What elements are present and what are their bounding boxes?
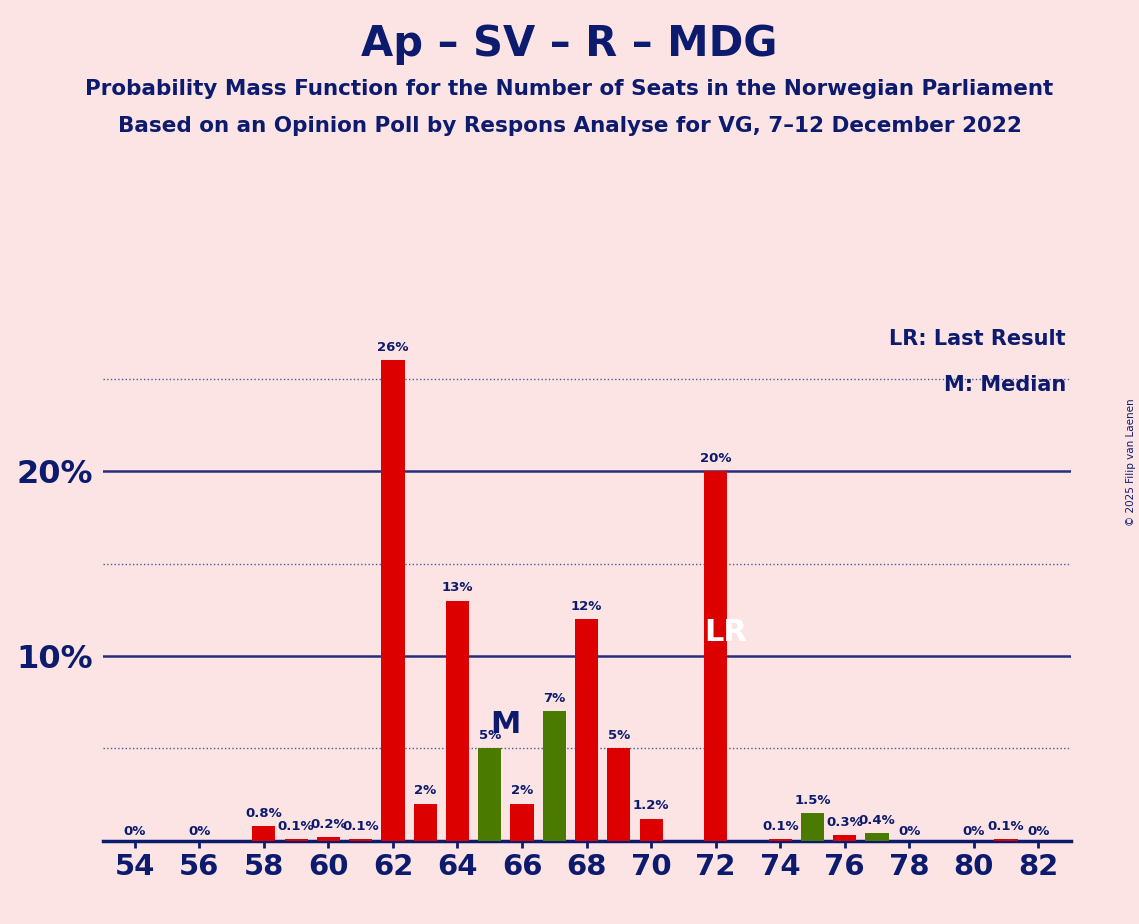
Text: 2%: 2% (415, 784, 436, 797)
Bar (704, 471, 728, 841)
Bar (252, 826, 276, 841)
Bar (382, 360, 404, 841)
Text: Probability Mass Function for the Number of Seats in the Norwegian Parliament: Probability Mass Function for the Number… (85, 79, 1054, 99)
Text: 7%: 7% (543, 692, 565, 705)
Text: Based on an Opinion Poll by Respons Analyse for VG, 7–12 December 2022: Based on an Opinion Poll by Respons Anal… (117, 116, 1022, 137)
Text: 0%: 0% (899, 825, 920, 838)
Bar (413, 804, 437, 841)
Text: 13%: 13% (442, 581, 473, 594)
Bar (801, 813, 825, 841)
Text: 0%: 0% (1027, 825, 1049, 838)
Text: 12%: 12% (571, 600, 603, 613)
Text: 1.2%: 1.2% (633, 799, 670, 812)
Text: 0.8%: 0.8% (246, 807, 282, 820)
Text: M: Median: M: Median (943, 375, 1066, 395)
Bar (285, 839, 308, 841)
Bar (317, 837, 341, 841)
Text: 1.5%: 1.5% (794, 794, 830, 807)
Text: 0%: 0% (962, 825, 985, 838)
Text: 5%: 5% (608, 729, 630, 742)
Bar (866, 833, 888, 841)
Text: 20%: 20% (700, 452, 731, 465)
Text: 0.1%: 0.1% (762, 820, 798, 833)
Bar (445, 601, 469, 841)
Text: 0.4%: 0.4% (859, 814, 895, 827)
Text: M: M (491, 711, 522, 739)
Bar (607, 748, 631, 841)
Text: 26%: 26% (377, 341, 409, 354)
Text: LR: LR (704, 618, 747, 647)
Text: © 2025 Filip van Laenen: © 2025 Filip van Laenen (1126, 398, 1136, 526)
Bar (994, 839, 1018, 841)
Text: LR: Last Result: LR: Last Result (890, 329, 1066, 348)
Text: 0%: 0% (124, 825, 146, 838)
Bar (478, 748, 501, 841)
Bar (575, 619, 598, 841)
Bar (349, 839, 372, 841)
Text: 0.3%: 0.3% (827, 816, 863, 829)
Text: 0.2%: 0.2% (310, 818, 346, 831)
Text: 0.1%: 0.1% (988, 820, 1024, 833)
Bar (639, 819, 663, 841)
Text: Ap – SV – R – MDG: Ap – SV – R – MDG (361, 23, 778, 65)
Text: 0.1%: 0.1% (278, 820, 314, 833)
Bar (542, 711, 566, 841)
Bar (510, 804, 534, 841)
Bar (833, 835, 857, 841)
Text: 5%: 5% (478, 729, 501, 742)
Text: 2%: 2% (511, 784, 533, 797)
Text: 0%: 0% (188, 825, 211, 838)
Text: 0.1%: 0.1% (343, 820, 379, 833)
Bar (769, 839, 792, 841)
